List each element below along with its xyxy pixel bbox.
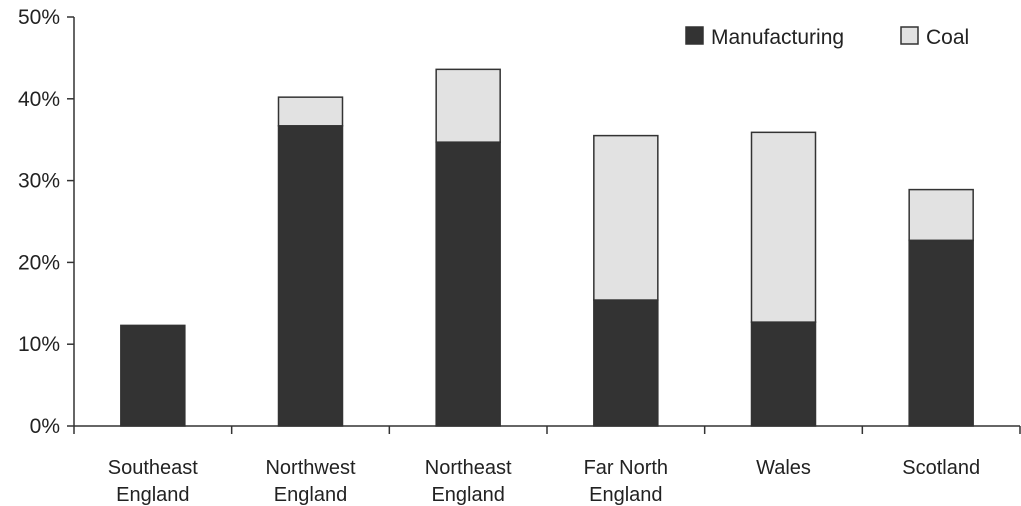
bar-segment-coal [593, 134, 659, 301]
x-category-label: Northwest England [265, 457, 355, 506]
legend-label: Coal [926, 26, 969, 49]
bars [120, 68, 974, 427]
x-category-label: Wales [756, 457, 811, 479]
legend: Manufacturing Coal [685, 26, 969, 49]
x-category-label-line: England [589, 484, 662, 506]
y-tick-label: 30% [18, 170, 60, 193]
bar-segment-coal [908, 188, 974, 242]
y-tick-label: 50% [18, 6, 60, 29]
bar-segment-manufacturing [120, 324, 186, 427]
x-category-label: Far North England [584, 457, 668, 506]
x-category-label-line: England [116, 484, 189, 506]
x-category-label-line: Far North [584, 457, 668, 479]
bar-segment-coal [277, 96, 344, 127]
x-category-label: Northeast England [425, 457, 512, 506]
x-category-label-line: Scotland [902, 457, 980, 479]
bar-segment-manufacturing [435, 141, 501, 427]
x-category-label: Southeast England [108, 457, 199, 506]
y-tick-label: 20% [18, 251, 60, 274]
legend-label: Manufacturing [711, 26, 844, 49]
legend-swatch-coal [900, 26, 919, 45]
bar-segment-manufacturing [750, 321, 817, 427]
y-tick-label: 0% [30, 415, 60, 438]
bar-segment-manufacturing [908, 239, 974, 427]
x-category-label-line: England [274, 484, 347, 506]
bar-segment-coal [750, 131, 817, 323]
x-category-label-line: Southeast [108, 457, 199, 479]
x-category-label: Scotland [902, 457, 980, 479]
y-tick-label: 10% [18, 333, 60, 356]
legend-swatch-manufacturing [685, 26, 704, 45]
bar-segment-coal [435, 68, 501, 143]
bar-segment-manufacturing [593, 299, 659, 427]
y-axis: 0% 10% 20% 30% 40% 50% [18, 6, 75, 438]
bar-segment-manufacturing [277, 125, 344, 427]
y-tick-label: 40% [18, 88, 60, 111]
x-category-label-line: Northwest [265, 457, 355, 479]
x-category-label-line: England [431, 484, 504, 506]
x-category-label-line: Wales [756, 457, 811, 479]
x-category-label-line: Northeast [425, 457, 512, 479]
